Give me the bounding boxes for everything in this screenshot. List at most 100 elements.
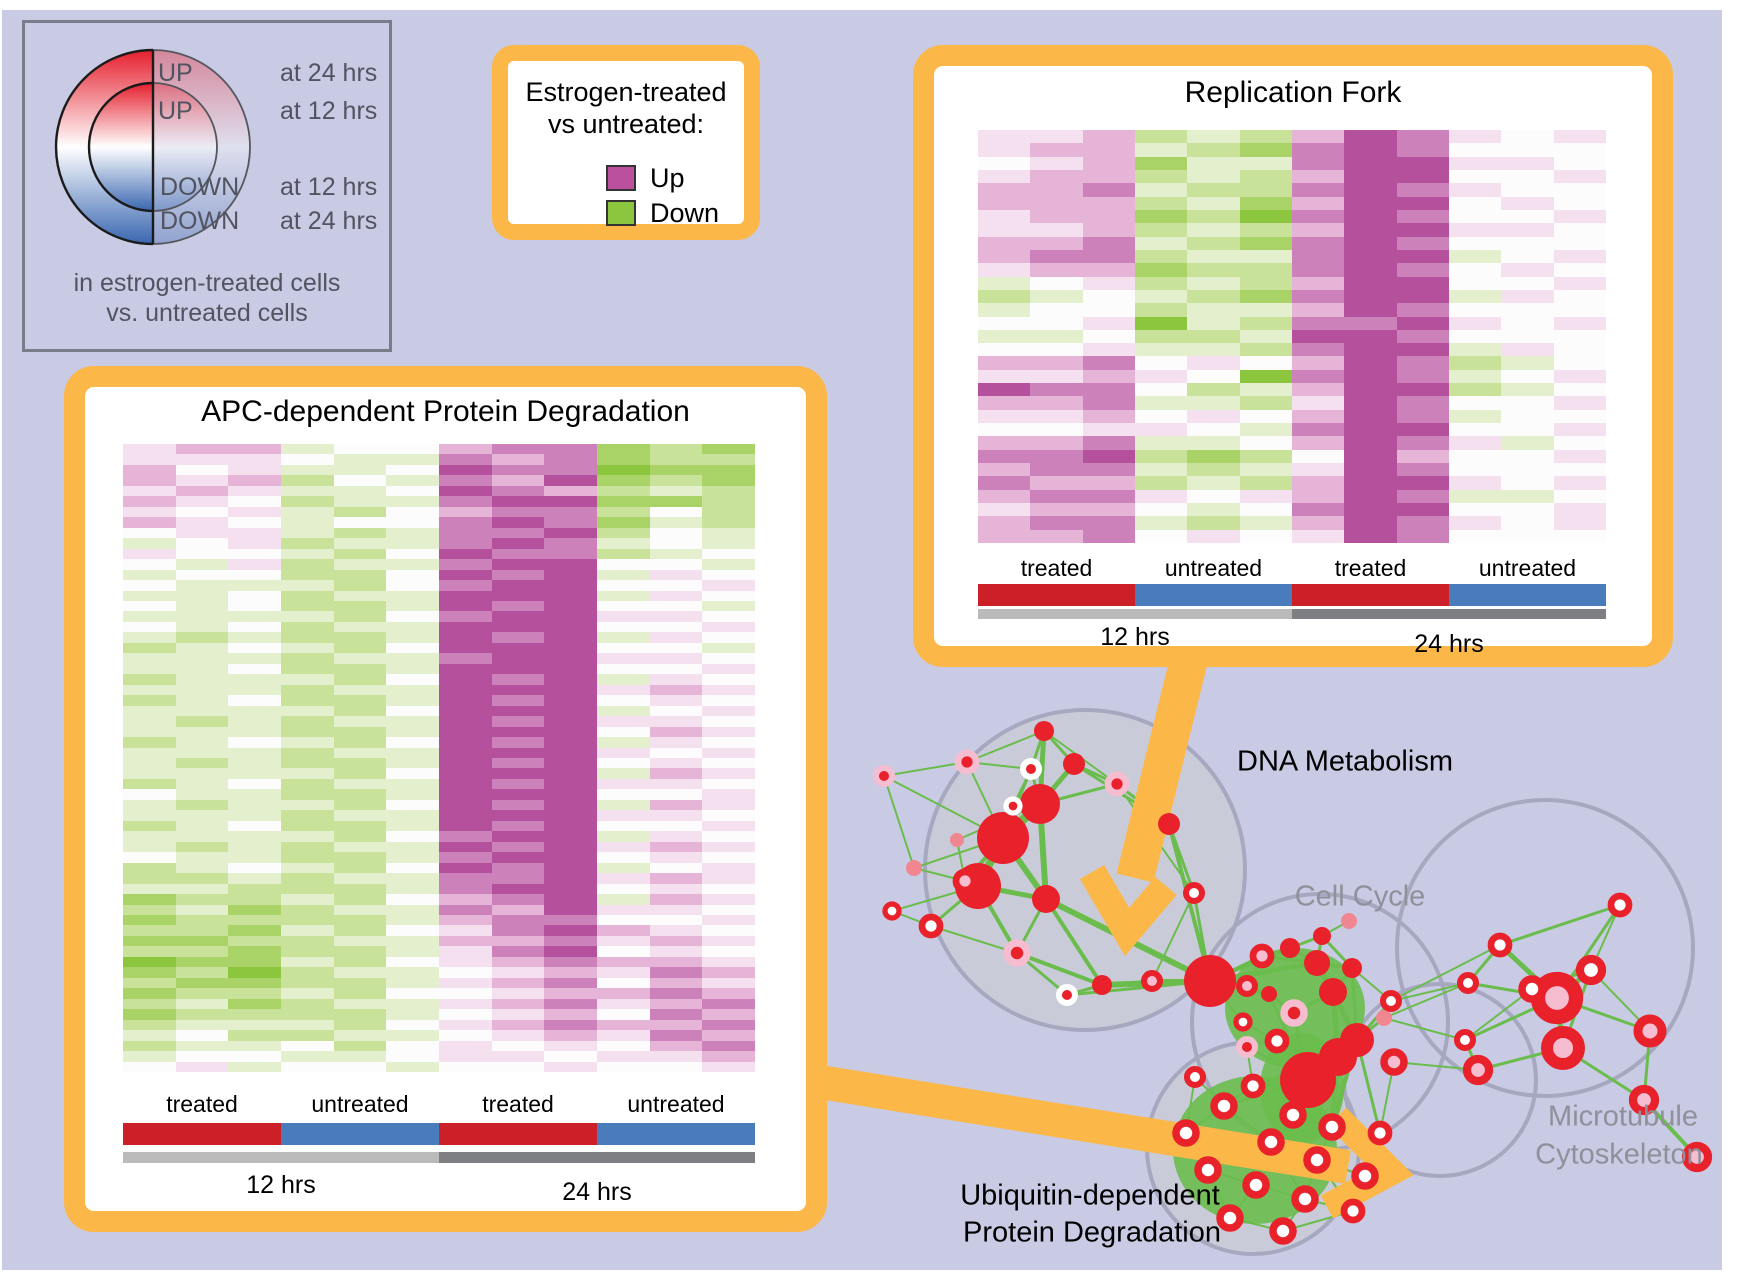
apc-12hrs-label: 12 hrs <box>246 1171 316 1199</box>
network-label-microtubule: Microtubule <box>1548 1100 1698 1133</box>
gene-node <box>1380 1048 1408 1076</box>
gene-node <box>1280 938 1300 958</box>
gene-node <box>1681 1141 1713 1173</box>
legend-up-12-label: UP <box>158 97 193 125</box>
gene-node <box>1342 958 1362 978</box>
apc-heatmap <box>123 444 755 1072</box>
gene-node <box>1319 978 1347 1006</box>
gene-node <box>873 765 895 787</box>
apc-group-label-2: untreated <box>311 1091 409 1117</box>
gene-node <box>882 901 902 921</box>
legend-up-12-time: at 12 hrs <box>280 97 378 125</box>
rf-group-label-4: untreated <box>1478 555 1577 581</box>
rf-untreated-bar-1 <box>1135 584 1292 606</box>
gene-node <box>1303 1146 1331 1174</box>
gene-node <box>1210 1092 1238 1120</box>
legend-down-12-time: at 12 hrs <box>280 173 378 201</box>
color-key-title-line1: Estrogen-treated <box>525 77 727 107</box>
replication-heatmap <box>978 130 1606 543</box>
gene-node <box>1233 1012 1253 1032</box>
gene-node <box>1236 1036 1258 1058</box>
apc-panel: APC-dependent Protein Degradation treate… <box>64 366 827 1232</box>
gene-node <box>1104 771 1130 797</box>
apc-panel-title: APC-dependent Protein Degradation <box>201 395 690 428</box>
gene-node <box>1092 975 1112 995</box>
gene-node <box>1003 796 1023 816</box>
gene-node <box>1257 1128 1285 1156</box>
gene-node <box>954 749 980 775</box>
apc-untreated-bar-1 <box>281 1123 439 1145</box>
gene-node <box>1376 1010 1392 1026</box>
gene-node <box>918 913 944 939</box>
rf-12hrs-label: 12 hrs <box>1100 623 1170 651</box>
panel-arrow-head-0 <box>1079 864 1177 957</box>
legend-caption-line1: in estrogen-treated cells <box>73 269 341 297</box>
apc-24hrs-bar <box>439 1152 755 1163</box>
gene-node <box>1291 1185 1319 1213</box>
gene-node <box>1063 753 1085 775</box>
gene-node <box>1457 972 1479 994</box>
gene-node <box>1633 1014 1667 1048</box>
legend-down-24-label: DOWN <box>160 207 240 235</box>
panel-arrow-head-1 <box>1320 1107 1414 1219</box>
gene-node <box>1518 975 1546 1003</box>
gene-node <box>1487 932 1513 958</box>
apc-treated-bar-1 <box>123 1123 281 1145</box>
gene-node <box>1264 1028 1290 1054</box>
color-key-box: Estrogen-treated vs untreated: Up Down <box>492 45 760 240</box>
apc-group-label-1: treated <box>166 1091 238 1117</box>
rf-group-label-3: treated <box>1334 555 1407 581</box>
gene-node <box>1575 954 1607 986</box>
legend-up-24-time: at 24 hrs <box>280 59 378 87</box>
gene-node <box>1020 784 1060 824</box>
apc-group-label-4: untreated <box>627 1091 725 1117</box>
panel-arrow-shaft-1 <box>817 1065 1351 1184</box>
rf-24hrs-label: 24 hrs <box>1414 630 1484 658</box>
gene-node <box>1380 990 1402 1012</box>
gene-node <box>1184 1066 1206 1088</box>
legend-caption-line2: vs. untreated cells <box>106 299 308 327</box>
network-label-dna-metabolism: DNA Metabolism <box>1237 745 1453 778</box>
gene-node <box>1454 1029 1476 1051</box>
network-label-ubiquitin-dependent: Ubiquitin-dependent <box>960 1179 1220 1212</box>
rf-untreated-bar-2 <box>1449 584 1606 606</box>
gene-node <box>1351 1162 1379 1190</box>
gene-node <box>1462 1054 1494 1086</box>
gene-node <box>1183 882 1205 904</box>
gene-node <box>1020 758 1042 780</box>
apc-24hrs-label: 24 hrs <box>562 1178 632 1206</box>
gene-node <box>1280 999 1308 1027</box>
legend-down-12-label: DOWN <box>160 173 240 201</box>
cluster-circle-3 <box>1395 798 1695 1098</box>
gene-node <box>1172 1119 1200 1147</box>
gene-node <box>1340 1198 1366 1224</box>
color-key-title-line2: vs untreated: <box>547 109 705 139</box>
replication-fork-panel: Replication Fork treated untreated treat… <box>913 45 1673 667</box>
apc-group-label-3: treated <box>482 1091 554 1117</box>
up-color-swatch <box>606 165 636 191</box>
gene-node <box>1249 943 1275 969</box>
gene-node <box>906 860 922 876</box>
legend-up-24-label: UP <box>158 59 193 87</box>
gene-node <box>1158 813 1180 835</box>
gene-node <box>977 812 1029 864</box>
rf-12hrs-bar <box>978 609 1292 619</box>
gene-node <box>1242 1171 1270 1199</box>
gene-node <box>950 833 964 847</box>
gene-node <box>1607 892 1633 918</box>
gene-node <box>1341 913 1357 929</box>
gene-node <box>1628 1084 1660 1116</box>
gene-node <box>1194 1156 1222 1184</box>
gene-node <box>1367 1120 1393 1146</box>
network-label-cytoskeleton: Cytoskeleton <box>1535 1138 1703 1171</box>
rf-group-label-1: treated <box>1020 555 1093 581</box>
concentric-updown-legend-icon <box>54 48 251 246</box>
gene-node <box>1240 1073 1266 1099</box>
gene-node <box>1541 1026 1585 1070</box>
gene-node <box>1318 1113 1346 1141</box>
gene-node <box>1236 975 1258 997</box>
gene-node <box>1340 1023 1374 1057</box>
legend-down-24-time: at 24 hrs <box>280 207 378 235</box>
replication-panel-title: Replication Fork <box>1184 76 1402 109</box>
gene-node <box>1313 927 1331 945</box>
